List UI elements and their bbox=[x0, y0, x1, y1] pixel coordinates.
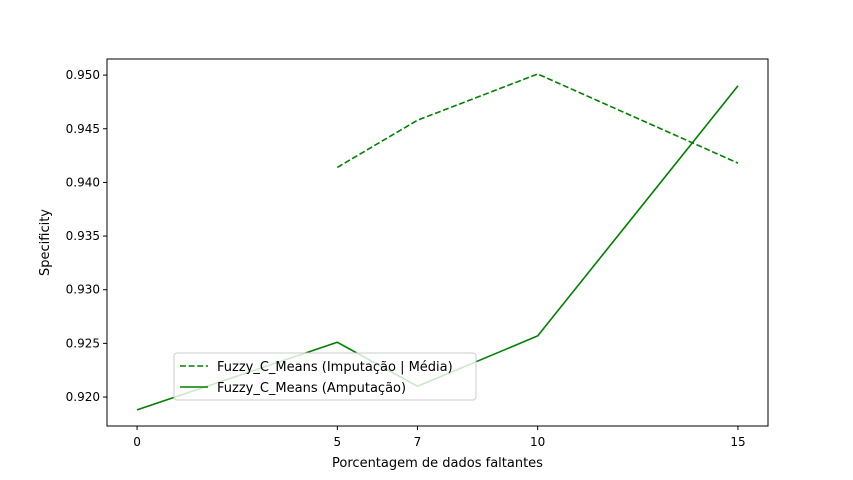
x-tick-label: 15 bbox=[730, 435, 745, 449]
legend: Fuzzy_C_Means (Imputação | Média) Fuzzy_C… bbox=[173, 352, 477, 401]
y-axis-ticks: 0.920 0.925 0.930 0.935 0.940 0.945 0.950 bbox=[66, 68, 107, 404]
series-line-1 bbox=[336, 73, 739, 169]
x-tick-label: 5 bbox=[334, 435, 342, 449]
x-tick-label: 10 bbox=[530, 435, 545, 449]
y-tick-label: 0.940 bbox=[66, 175, 100, 189]
legend-box bbox=[173, 352, 477, 401]
x-tick-label: 7 bbox=[414, 435, 422, 449]
x-axis-label: Porcentagem de dados faltantes bbox=[332, 456, 543, 471]
y-tick-label: 0.930 bbox=[66, 283, 100, 297]
y-tick-label: 0.925 bbox=[66, 336, 100, 350]
x-axis-ticks: 0 5 7 10 15 bbox=[133, 426, 746, 449]
y-tick-label: 0.920 bbox=[66, 390, 100, 404]
y-tick-label: 0.945 bbox=[66, 122, 100, 136]
y-axis-label: Specificity bbox=[38, 209, 53, 276]
y-tick-label: 0.950 bbox=[66, 68, 100, 82]
legend-label: Fuzzy_C_Means (Imputação | Média) bbox=[217, 360, 453, 375]
x-tick-label: 0 bbox=[133, 435, 141, 449]
plot-frame bbox=[106, 58, 769, 427]
y-tick-label: 0.935 bbox=[66, 229, 100, 243]
legend-label: Fuzzy_C_Means (Amputação) bbox=[217, 381, 406, 396]
